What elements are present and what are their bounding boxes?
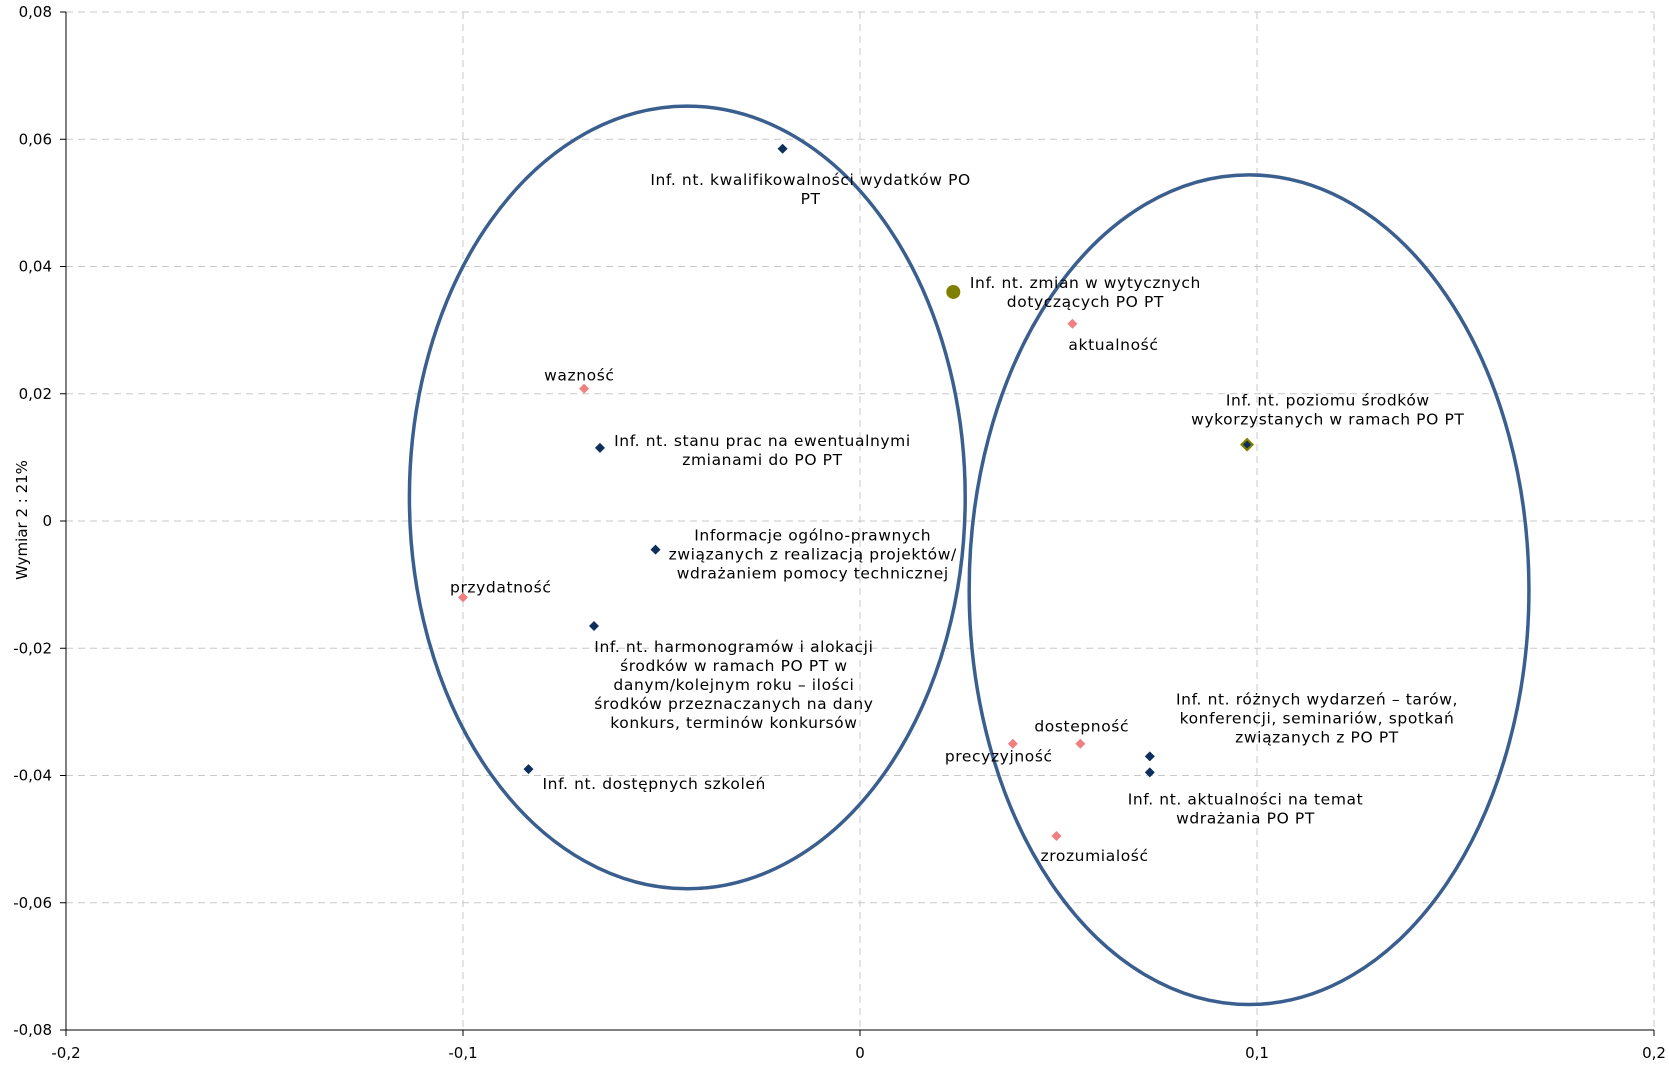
x-tick-label: 0: [855, 1044, 865, 1062]
point-label: dostepność: [1034, 718, 1129, 736]
point-label-line: wdrażaniem pomocy technicznej: [677, 565, 949, 583]
point-label-line: Inf. nt. harmonogramów i alokacji: [594, 638, 873, 656]
y-tick-label: 0,02: [19, 385, 52, 403]
point-marker-diamond: [1007, 738, 1018, 749]
axes: [60, 11, 1655, 1036]
point-marker-diamond: [1144, 767, 1155, 778]
point-label-line: Informacje ogólno-prawnych: [694, 527, 931, 545]
point-marker-diamond: [1067, 318, 1078, 329]
point-label-line: związanych z realizacją projektów/: [669, 546, 957, 564]
x-tick-label: 0,2: [1642, 1044, 1666, 1062]
point-label-line: przydatność: [450, 578, 551, 596]
y-tick-label: -0,06: [13, 894, 52, 912]
x-tick-label: -0,2: [51, 1044, 80, 1062]
x-tick-labels: -0,2 -0,1 0 0,1 0,2: [51, 1044, 1666, 1062]
cluster-ellipse: [967, 173, 1531, 1007]
point-label-line: dotyczących PO PT: [1007, 293, 1164, 311]
point-marker-diamond: [589, 620, 600, 631]
y-tick-label: -0,02: [13, 639, 52, 657]
point-label: zrozumialość: [1041, 847, 1149, 865]
point-marker-diamond: [777, 143, 788, 154]
point-marker-diamond: [1243, 440, 1252, 449]
point-label-line: środków w ramach PO PT w: [620, 657, 848, 675]
point-label-line: precyzyjność: [945, 748, 1053, 766]
grid-lines: [66, 11, 1655, 1030]
y-tick-label: -0,08: [13, 1021, 52, 1039]
y-tick-label: -0,04: [13, 767, 52, 785]
point-label: przydatność: [450, 578, 551, 596]
y-tick-label: 0: [42, 512, 52, 530]
point-label: wazność: [544, 367, 614, 385]
point-label-line: zrozumialość: [1041, 847, 1149, 865]
cluster-ellipse: [407, 104, 967, 891]
y-tick-label: 0,04: [19, 258, 52, 276]
x-tick-label: -0,1: [448, 1044, 477, 1062]
point-label-line: PT: [801, 190, 821, 208]
point-label-line: Inf. nt. stanu prac na ewentualnymi: [614, 432, 911, 450]
point-label-line: danym/kolejnym roku – ilości: [613, 676, 854, 694]
point-label: Inf. nt. harmonogramów i alokacji środków…: [594, 638, 873, 732]
point-label-line: Inf. nt. różnych wydarzeń – tarów,: [1176, 690, 1458, 708]
point-label-line: zmianami do PO PT: [682, 451, 842, 469]
point-label-line: środków przeznaczanych na dany: [594, 695, 873, 713]
point-label: precyzyjność: [945, 748, 1053, 766]
point-marker-diamond: [579, 383, 590, 394]
point-label-line: Inf. nt. aktualności na temat: [1128, 790, 1364, 808]
point-label-line: związanych z PO PT: [1235, 728, 1399, 746]
point-marker-diamond: [594, 442, 605, 453]
point-label: Inf. nt. stanu prac na ewentualnymi zmian…: [614, 432, 911, 469]
point-marker-diamond: [458, 592, 468, 603]
x-tick-label: 0,1: [1245, 1044, 1269, 1062]
point-marker-circle: [946, 284, 961, 299]
point-label-line: Inf. nt. zmian w wytycznych: [970, 274, 1201, 292]
point-label: aktualność: [1068, 336, 1158, 354]
point-label-line: Inf. nt. dostępnych szkoleń: [543, 775, 766, 793]
point-label-line: Inf. nt. poziomu środków: [1226, 392, 1430, 410]
point-label: Inf. nt. różnych wydarzeń – tarów, konfer…: [1176, 690, 1458, 746]
point-labels: Inf. nt. kwalifikowalności wydatków PO PT…: [450, 171, 1464, 865]
data-points: [458, 143, 1255, 841]
point-label: Inf. nt. poziomu środków wykorzystanych w…: [1191, 392, 1464, 429]
cluster-ellipses: [407, 104, 1531, 1007]
point-label-line: konferencji, seminariów, spotkań: [1180, 709, 1455, 727]
point-marker-diamond: [1144, 751, 1155, 762]
point-marker-diamond: [1051, 830, 1062, 841]
point-label: Inf. nt. zmian w wytycznych dotyczących P…: [970, 274, 1201, 311]
point-label: Inf. nt. kwalifikowalności wydatków PO PT: [650, 171, 971, 208]
point-label-line: wazność: [544, 367, 614, 385]
point-label-line: Inf. nt. kwalifikowalności wydatków PO: [650, 171, 971, 189]
y-tick-label: 0,06: [19, 130, 52, 148]
point-marker-diamond: [523, 764, 534, 775]
y-axis-label: Wymiar 2 : 21%: [13, 460, 31, 580]
point-label: Inf. nt. aktualności na temat wdrażania P…: [1128, 790, 1364, 827]
point-label-line: dostepność: [1034, 718, 1129, 736]
point-marker-diamond: [650, 544, 661, 555]
point-label-line: aktualność: [1068, 336, 1158, 354]
point-label-line: konkurs, terminów konkursów: [610, 714, 857, 732]
point-label-line: wdrażania PO PT: [1176, 809, 1315, 827]
point-label: Informacje ogólno-prawnych związanych z r…: [669, 527, 957, 583]
y-tick-label: 0,08: [19, 3, 52, 21]
point-label-line: wykorzystanych w ramach PO PT: [1191, 411, 1464, 429]
point-label: Inf. nt. dostępnych szkoleń: [543, 775, 766, 793]
y-tick-labels: 0,08 0,06 0,04 0,02 0 -0,02 -0,04 -0,06 -0,08: [13, 3, 52, 1039]
point-marker-diamond: [1075, 738, 1086, 749]
